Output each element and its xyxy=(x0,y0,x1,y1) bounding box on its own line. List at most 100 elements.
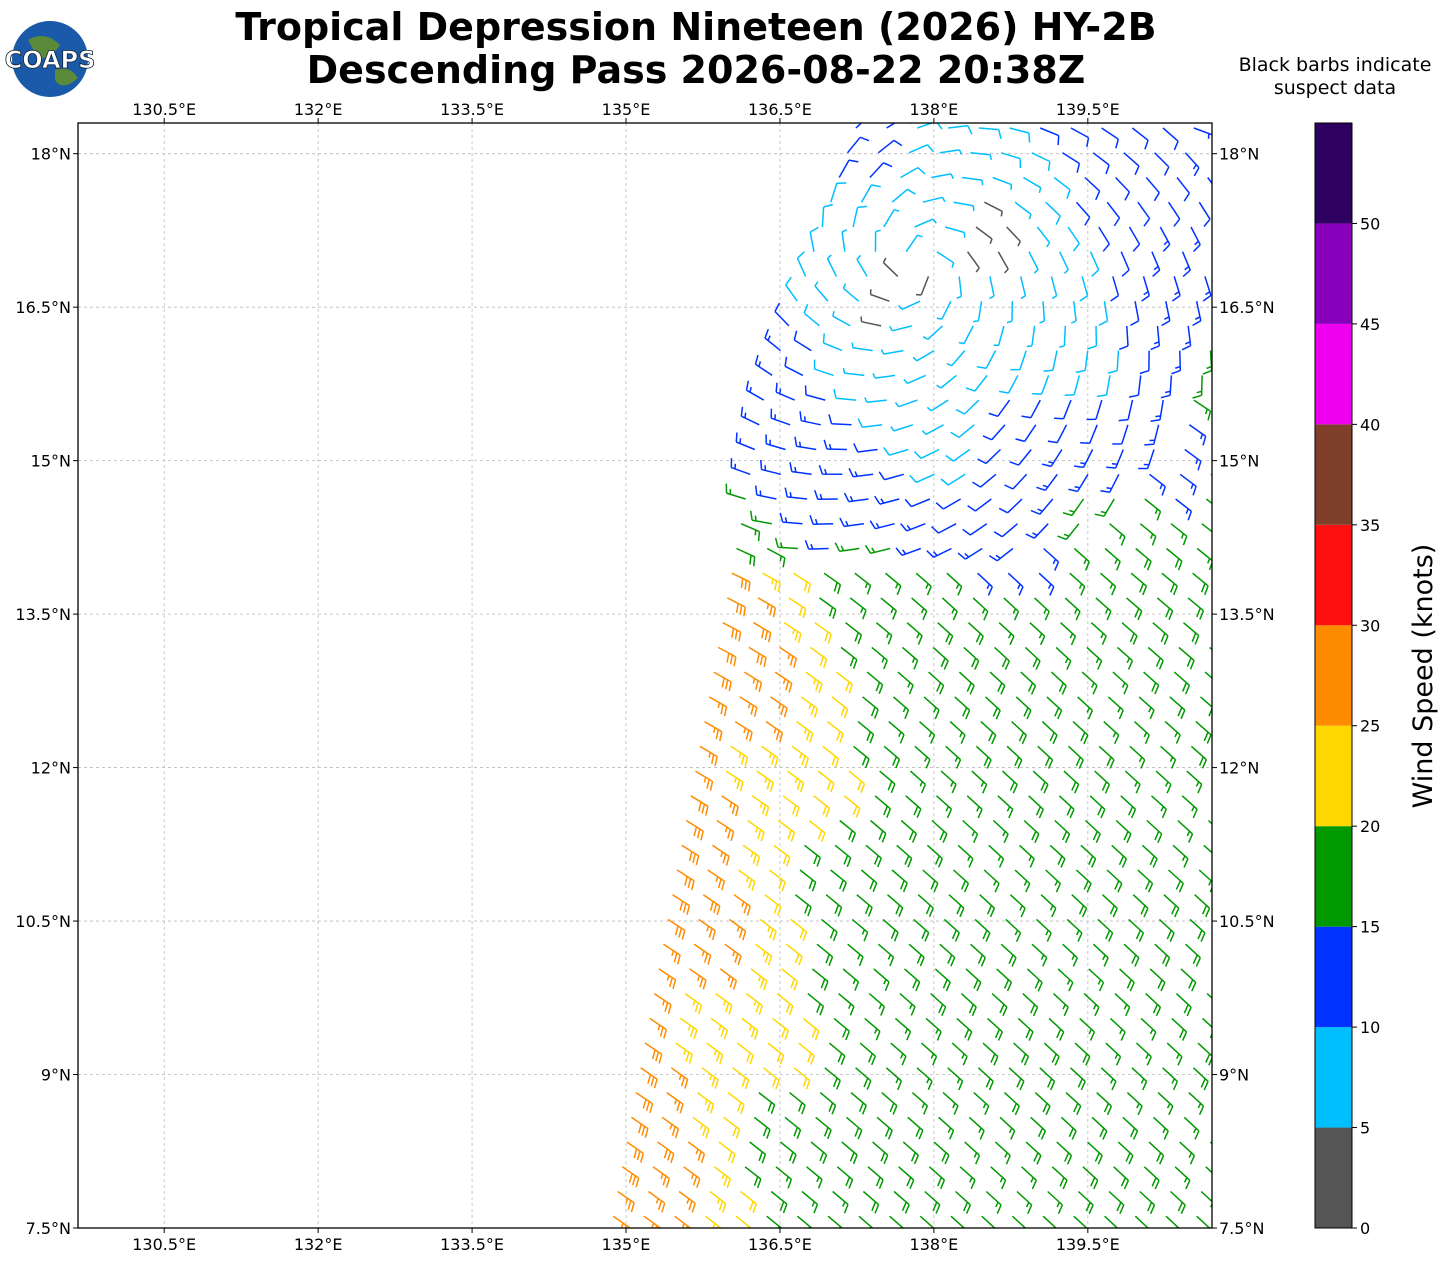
wind-barb xyxy=(866,671,884,694)
wind-barb xyxy=(977,1067,994,1091)
wind-barb xyxy=(1082,1166,1099,1190)
wind-barb xyxy=(1001,770,1018,794)
wind-barb xyxy=(1150,325,1161,351)
wind-barb xyxy=(891,869,908,893)
wind-barb xyxy=(774,671,793,693)
wind-barb xyxy=(1143,671,1160,695)
wind-barb xyxy=(1160,745,1177,769)
wind-barb xyxy=(981,1215,996,1228)
wind-barb xyxy=(658,968,677,990)
wind-barb xyxy=(956,276,963,299)
wind-barb xyxy=(992,819,1009,844)
wind-barb xyxy=(739,696,758,717)
wind-barb xyxy=(882,257,899,277)
wind-barb xyxy=(982,1042,999,1066)
wind-barb xyxy=(1064,375,1081,397)
title: Tropical Depression Nineteen (2026) HY-2… xyxy=(235,5,1156,49)
wind-barb xyxy=(1023,176,1042,193)
wind-barb xyxy=(958,325,974,345)
wind-barb xyxy=(869,162,893,179)
wind-barb xyxy=(1174,1166,1191,1190)
wind-barb xyxy=(1161,301,1171,327)
wind-barb xyxy=(830,182,847,203)
wind-barb xyxy=(1179,473,1197,496)
wind-barb xyxy=(730,458,751,476)
y-tick-label: 15°N xyxy=(1219,452,1259,471)
colorbar-tick-label: 30 xyxy=(1360,616,1380,635)
colorbar-tick-label: 25 xyxy=(1360,717,1380,736)
wind-barb xyxy=(1079,276,1089,302)
wind-barb xyxy=(1181,251,1191,277)
wind-barb xyxy=(678,1190,696,1213)
wind-barb xyxy=(1074,1042,1091,1066)
wind-barb xyxy=(896,844,913,868)
y-tick-label: 18°N xyxy=(31,145,71,164)
wind-barb xyxy=(725,483,746,500)
wind-barb xyxy=(1150,795,1167,819)
wind-barb xyxy=(1019,276,1027,300)
wind-barb xyxy=(1009,894,1026,918)
wind-barb xyxy=(760,745,779,768)
wind-barb xyxy=(1121,622,1138,645)
wind-barb xyxy=(770,408,791,426)
wind-barb xyxy=(709,1190,727,1213)
wind-barb xyxy=(822,333,843,352)
wind-barb xyxy=(756,770,774,792)
wind-barb xyxy=(784,356,804,377)
wind-barb xyxy=(1194,894,1211,918)
wind-barb xyxy=(864,544,891,555)
wind-barb xyxy=(989,276,995,300)
colorbar-bin xyxy=(1315,1127,1352,1228)
wind-barb xyxy=(684,992,703,1015)
wind-barb xyxy=(989,671,1006,695)
wind-barb xyxy=(1126,1092,1143,1116)
wind-barb xyxy=(687,1141,706,1164)
wind-barb xyxy=(870,819,887,843)
wind-barb xyxy=(1060,1116,1077,1140)
wind-barb xyxy=(923,696,940,720)
wind-barb xyxy=(908,144,935,154)
x-tick-label: 133.5°E xyxy=(440,1235,504,1254)
wind-barb xyxy=(922,869,939,893)
wind-barb xyxy=(954,696,971,720)
wind-barb xyxy=(701,1067,719,1089)
wind-barb xyxy=(903,374,927,385)
wind-barb xyxy=(876,1116,893,1140)
wind-barb xyxy=(774,302,790,327)
wind-barb xyxy=(874,229,881,252)
wind-barb xyxy=(1115,819,1132,844)
colorbar: 0 5 10 15 20 25 30 35 40 45 50 xyxy=(1314,122,1380,1238)
wind-barb xyxy=(825,894,843,917)
wind-barb xyxy=(1006,226,1022,247)
wind-barb xyxy=(779,646,798,668)
wind-barb xyxy=(1183,1116,1200,1140)
wind-barb xyxy=(1190,745,1207,769)
wind-barb xyxy=(826,254,838,277)
wind-barb xyxy=(1210,473,1212,477)
wind-barb xyxy=(833,388,857,401)
wind-barb xyxy=(1162,1067,1179,1091)
wind-barb xyxy=(704,1215,722,1228)
wind-barb xyxy=(993,523,1018,538)
wind-barb xyxy=(1009,449,1032,466)
wind-barb xyxy=(859,1042,876,1066)
wind-barb xyxy=(1205,1166,1212,1174)
wind-barb xyxy=(740,406,760,426)
wind-barb xyxy=(1207,177,1212,185)
wind-barb xyxy=(1198,201,1211,227)
wind-barb xyxy=(960,993,977,1017)
wind-barb xyxy=(1170,523,1188,546)
x-tick-label: 138°E xyxy=(910,1235,959,1254)
wind-barb xyxy=(1169,1190,1186,1215)
wind-barb xyxy=(643,1215,661,1228)
wind-barb xyxy=(1113,1166,1130,1190)
wind-barb xyxy=(871,646,888,670)
wind-barb xyxy=(1094,498,1115,517)
wind-barb xyxy=(897,300,921,311)
colorbar-tick-label: 0 xyxy=(1360,1219,1370,1238)
wind-barb xyxy=(1038,572,1055,596)
wind-barb xyxy=(749,1141,767,1164)
wind-barb xyxy=(693,943,712,965)
wind-barb xyxy=(807,993,825,1016)
